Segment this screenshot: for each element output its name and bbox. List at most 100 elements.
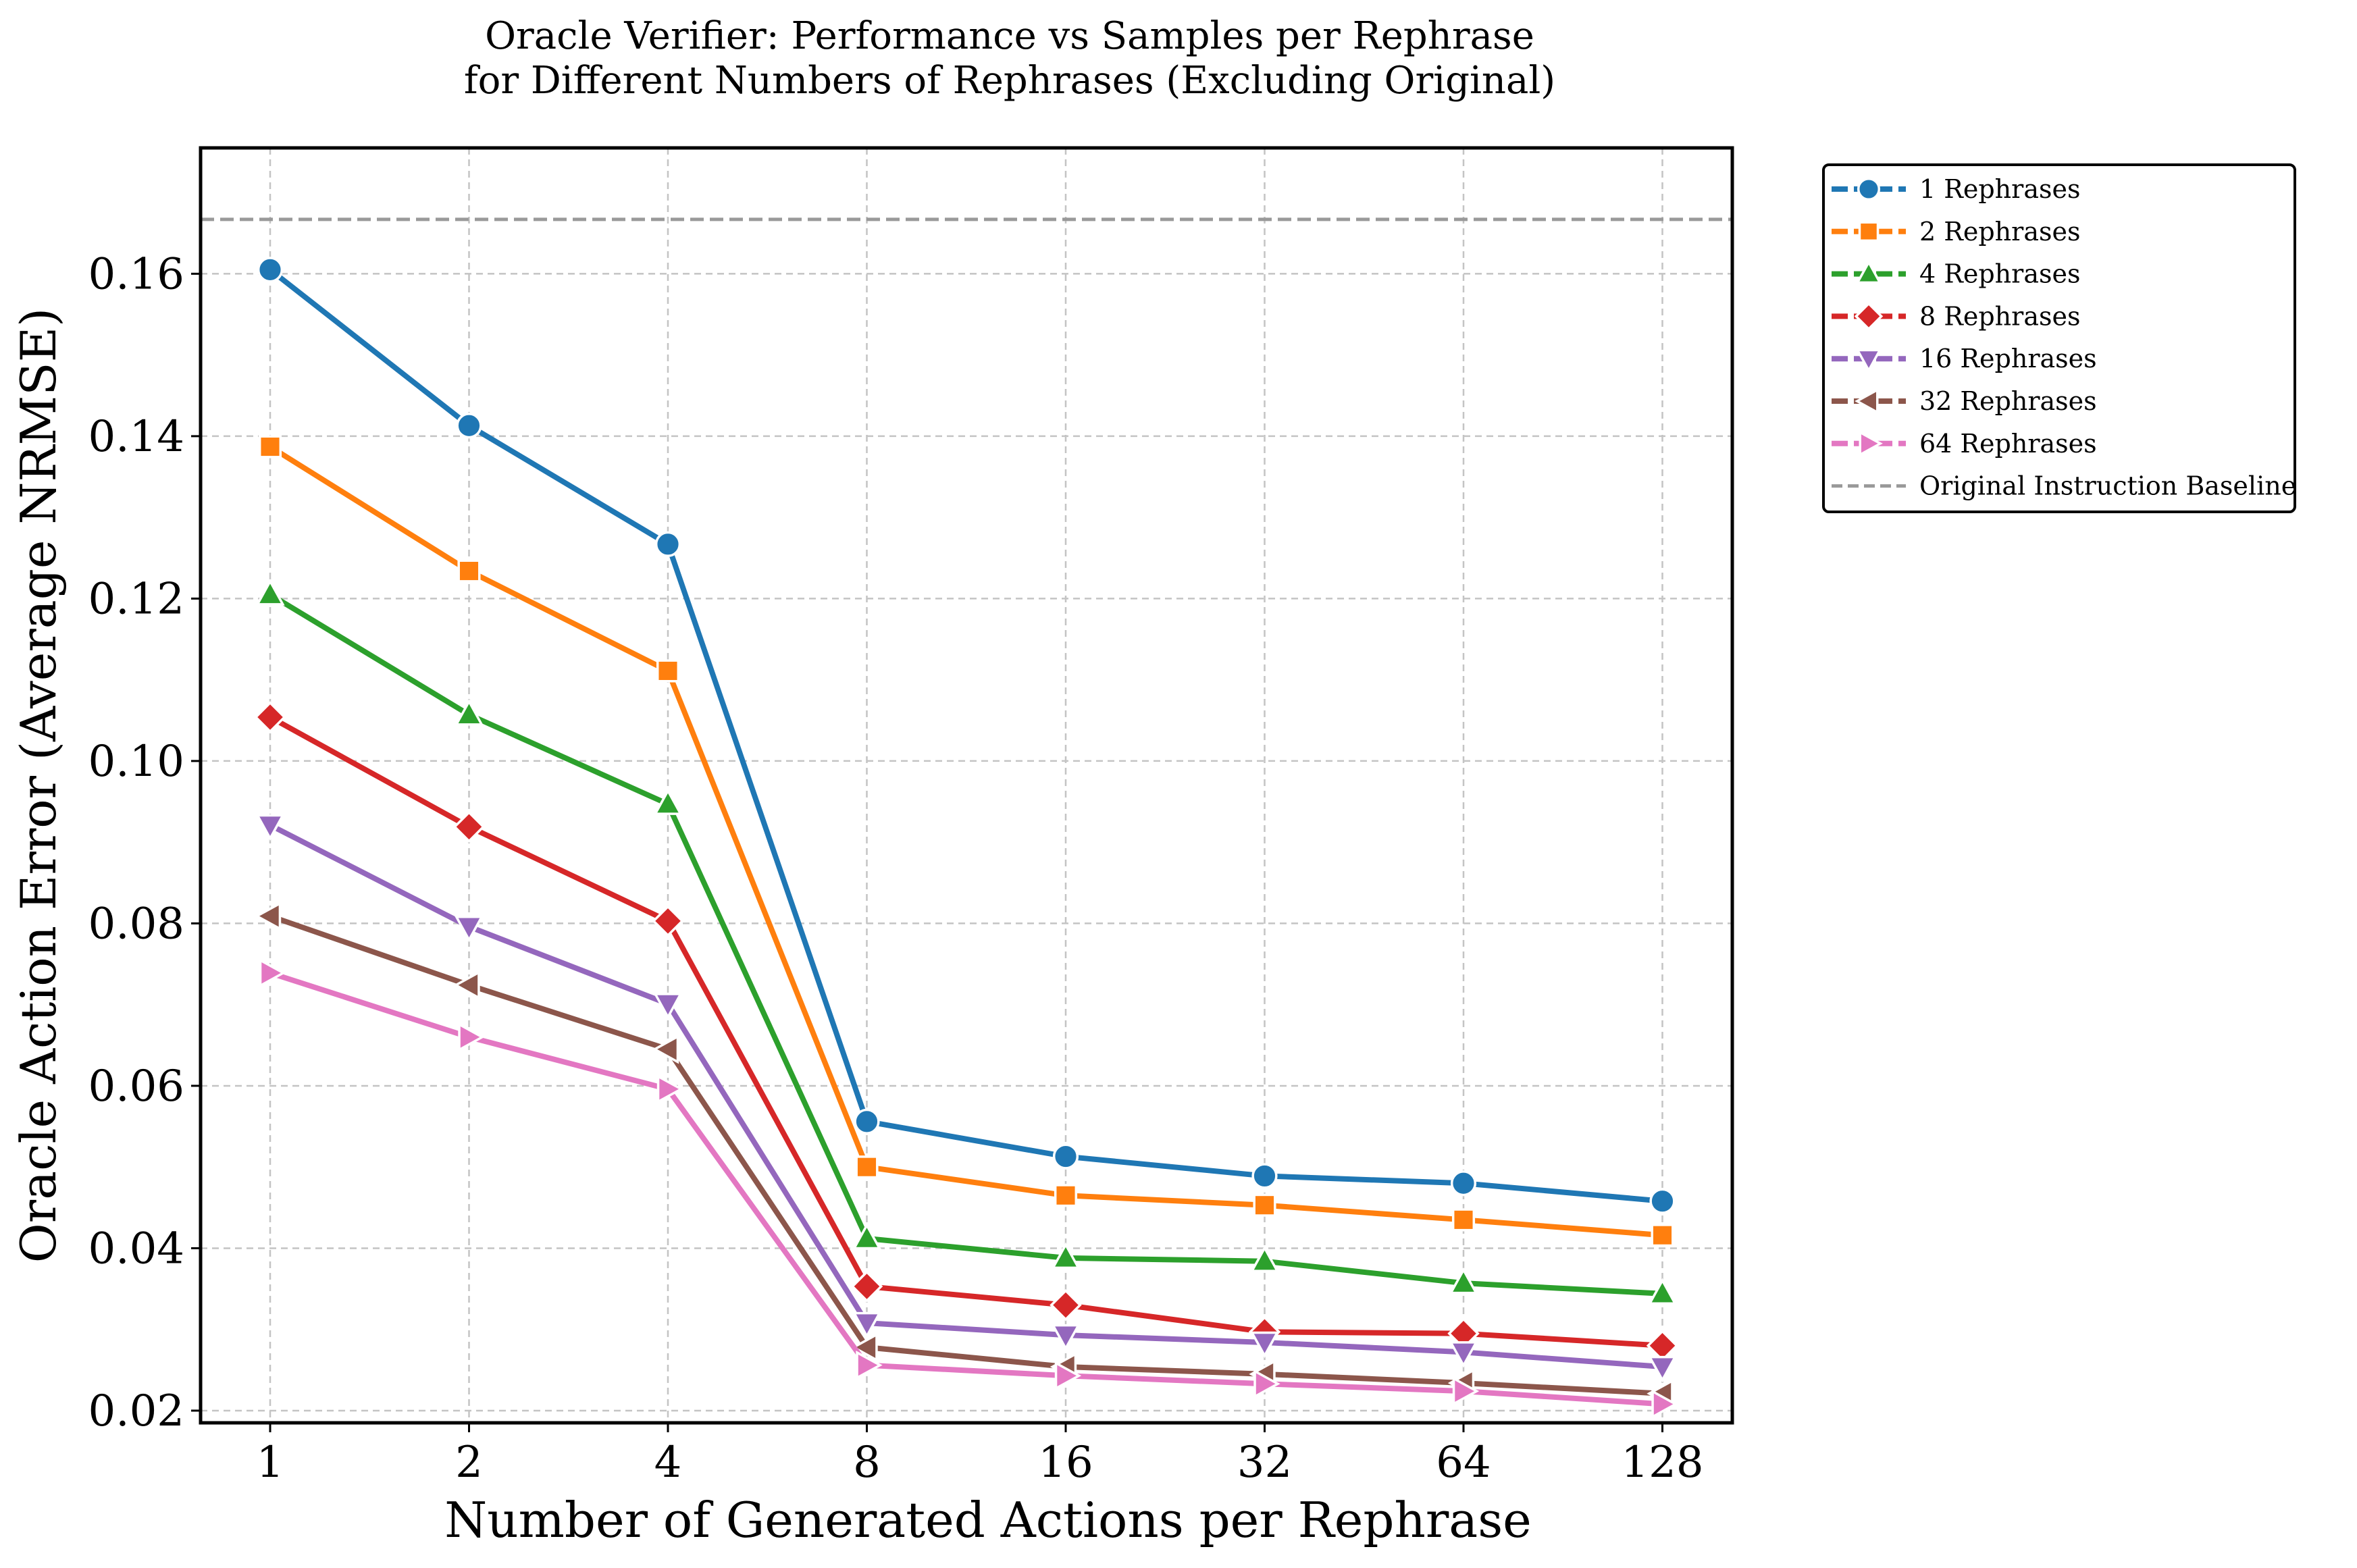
y-tick-label: 0.10 [88, 737, 185, 787]
x-axis: 1 2 4 8 16 32 64 128 [257, 1423, 1704, 1488]
y-tick-label: 0.14 [88, 412, 185, 462]
marker-circle [1450, 1170, 1477, 1197]
x-tick-label: 8 [853, 1438, 881, 1488]
marker-triangle-up [653, 788, 683, 815]
marker-triangle-left [1855, 388, 1879, 415]
x-tick-label: 16 [1038, 1438, 1093, 1488]
marker-triangle-right [856, 1350, 883, 1380]
marker-circle [257, 257, 284, 283]
y-axis-label: Oracle Action Error (Average NRMSE) [10, 308, 67, 1263]
marker-triangle-right [259, 958, 286, 988]
y-tick-label: 0.08 [88, 899, 185, 949]
legend-item: 1 Rephrases [1832, 174, 2080, 204]
legend-item: 2 Rephrases [1832, 217, 2080, 246]
series-line [267, 970, 1665, 1407]
marker-triangle-left [652, 1035, 679, 1064]
marker-triangle-up [1249, 1245, 1280, 1272]
legend-item: 16 Rephrases [1832, 344, 2097, 373]
marker-triangle-right [458, 1022, 485, 1052]
marker-triangle-up [255, 579, 285, 606]
legend-label: 8 Rephrases [1919, 301, 2080, 331]
grid-lines [201, 148, 1732, 1423]
legend-label: 2 Rephrases [1919, 217, 2080, 246]
legend-item: 64 Rephrases [1832, 429, 2097, 459]
series-1-rephrases [257, 257, 1676, 1214]
y-tick-label: 0.16 [88, 249, 185, 299]
marker-circle [1052, 1143, 1079, 1170]
marker-square [656, 659, 680, 683]
marker-triangle-right [1859, 430, 1883, 457]
x-tick-label: 1 [257, 1438, 284, 1488]
legend-label: Original Instruction Baseline [1919, 471, 2296, 501]
legend-label: 16 Rephrases [1919, 344, 2097, 373]
legend-item: Original Instruction Baseline [1832, 471, 2296, 501]
y-tick-label: 0.02 [88, 1386, 185, 1436]
marker-circle [654, 531, 681, 557]
x-tick-label: 32 [1237, 1438, 1292, 1488]
marker-diamond [1050, 1288, 1082, 1322]
marker-square [457, 559, 481, 583]
legend-label: 1 Rephrases [1919, 174, 2080, 204]
x-tick-label: 4 [654, 1438, 682, 1488]
series-line [267, 592, 1665, 1297]
marker-square [1451, 1208, 1476, 1232]
series-2-rephrases [258, 435, 1674, 1247]
marker-triangle-left [254, 901, 282, 931]
marker-diamond [1854, 302, 1884, 331]
y-axis: 0.02 0.04 0.06 0.08 0.10 0.12 0.14 0.16 [88, 249, 201, 1436]
marker-triangle-down [454, 916, 484, 943]
marker-diamond [254, 701, 286, 733]
legend-label: 64 Rephrases [1919, 429, 2097, 459]
marker-square [1054, 1184, 1078, 1207]
marker-triangle-down [1647, 1355, 1678, 1383]
chart-title: Oracle Verifier: Performance vs Samples … [485, 14, 1534, 58]
x-tick-label: 64 [1436, 1438, 1491, 1488]
series-line [267, 822, 1665, 1370]
marker-triangle-down [1855, 348, 1882, 373]
marker-triangle-down [1449, 1341, 1478, 1368]
series-4-rephrases [255, 579, 1678, 1305]
x-axis-label: Number of Generated Actions per Rephrase [444, 1492, 1532, 1548]
marker-triangle-left [453, 970, 480, 1000]
marker-triangle-up [852, 1222, 882, 1250]
marker-triangle-up [1051, 1242, 1081, 1270]
marker-square [258, 435, 282, 459]
legend-label: 4 Rephrases [1919, 259, 2080, 289]
series-16-rephrases [255, 814, 1678, 1383]
marker-circle [1857, 177, 1881, 201]
marker-diamond [1646, 1330, 1679, 1362]
chart-subtitle: for Different Numbers of Rephrases (Excl… [464, 59, 1555, 103]
marker-triangle-up [1647, 1278, 1678, 1305]
marker-triangle-right [1054, 1361, 1082, 1390]
y-tick-label: 0.12 [88, 574, 185, 624]
series-layer [254, 257, 1679, 1419]
series-line [267, 267, 1665, 1204]
series-line [267, 714, 1665, 1349]
marker-triangle-up [1855, 259, 1882, 284]
marker-circle [1251, 1163, 1278, 1189]
marker-circle [854, 1108, 880, 1134]
legend-item: 8 Rephrases [1832, 301, 2080, 331]
series-line [267, 444, 1665, 1238]
marker-diamond [652, 905, 684, 937]
legend-frame [1822, 163, 2296, 513]
marker-square [1858, 221, 1880, 242]
marker-triangle-down [1051, 1324, 1081, 1351]
marker-circle [456, 413, 482, 439]
marker-triangle-right [1452, 1376, 1480, 1406]
marker-square [855, 1155, 879, 1179]
marker-square [1253, 1193, 1276, 1217]
legend: 1 Rephrases 2 Rephrases 4 Rephrases 8 Rephr… [1822, 163, 2296, 513]
y-tick-label: 0.06 [88, 1062, 185, 1112]
marker-triangle-down [1249, 1331, 1280, 1359]
y-tick-label: 0.04 [88, 1224, 185, 1274]
marker-triangle-right [1253, 1369, 1280, 1399]
marker-triangle-right [1651, 1389, 1678, 1419]
marker-triangle-right [656, 1074, 684, 1104]
series-line [267, 913, 1665, 1396]
marker-circle [1649, 1188, 1676, 1214]
marker-diamond [452, 810, 486, 843]
plot-frame [199, 146, 1734, 1425]
marker-triangle-down [653, 993, 683, 1020]
